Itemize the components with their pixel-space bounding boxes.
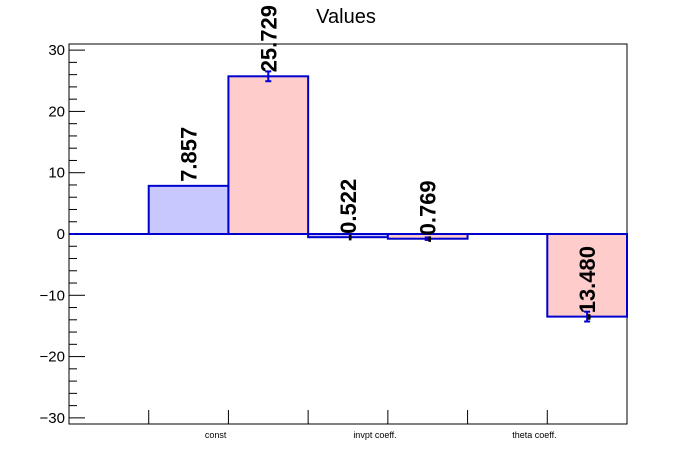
data-labels-layer: 7.857 -0.522 25.729 -0.769 -13.480: [177, 5, 601, 321]
y-tick-label: 20: [48, 103, 65, 120]
y-tick-label: −10: [40, 287, 65, 304]
y-tick-label: −30: [40, 410, 65, 427]
x-category-label: invpt coeff.: [353, 430, 396, 440]
bar: [227, 75, 310, 236]
data-label: 7.857: [177, 127, 202, 182]
x-category-label: theta coeff.: [512, 430, 556, 440]
x-axis: const invpt coeff. theta coeff.: [148, 410, 557, 440]
y-tick-label: −20: [40, 349, 65, 366]
y-tick-label: 30: [48, 42, 65, 59]
bar: [147, 184, 230, 235]
chart-title: Values: [316, 6, 376, 28]
data-label: -13.480: [575, 246, 600, 321]
y-tick-label: 10: [48, 165, 65, 182]
y-tick-label: 0: [57, 226, 65, 243]
x-category-label: const: [205, 430, 227, 440]
y-axis: −30 −20 −10 0 10 20 30: [40, 42, 85, 427]
data-label: 25.729: [256, 5, 281, 72]
data-label: -0.769: [416, 180, 441, 242]
data-label: -0.522: [336, 179, 361, 241]
